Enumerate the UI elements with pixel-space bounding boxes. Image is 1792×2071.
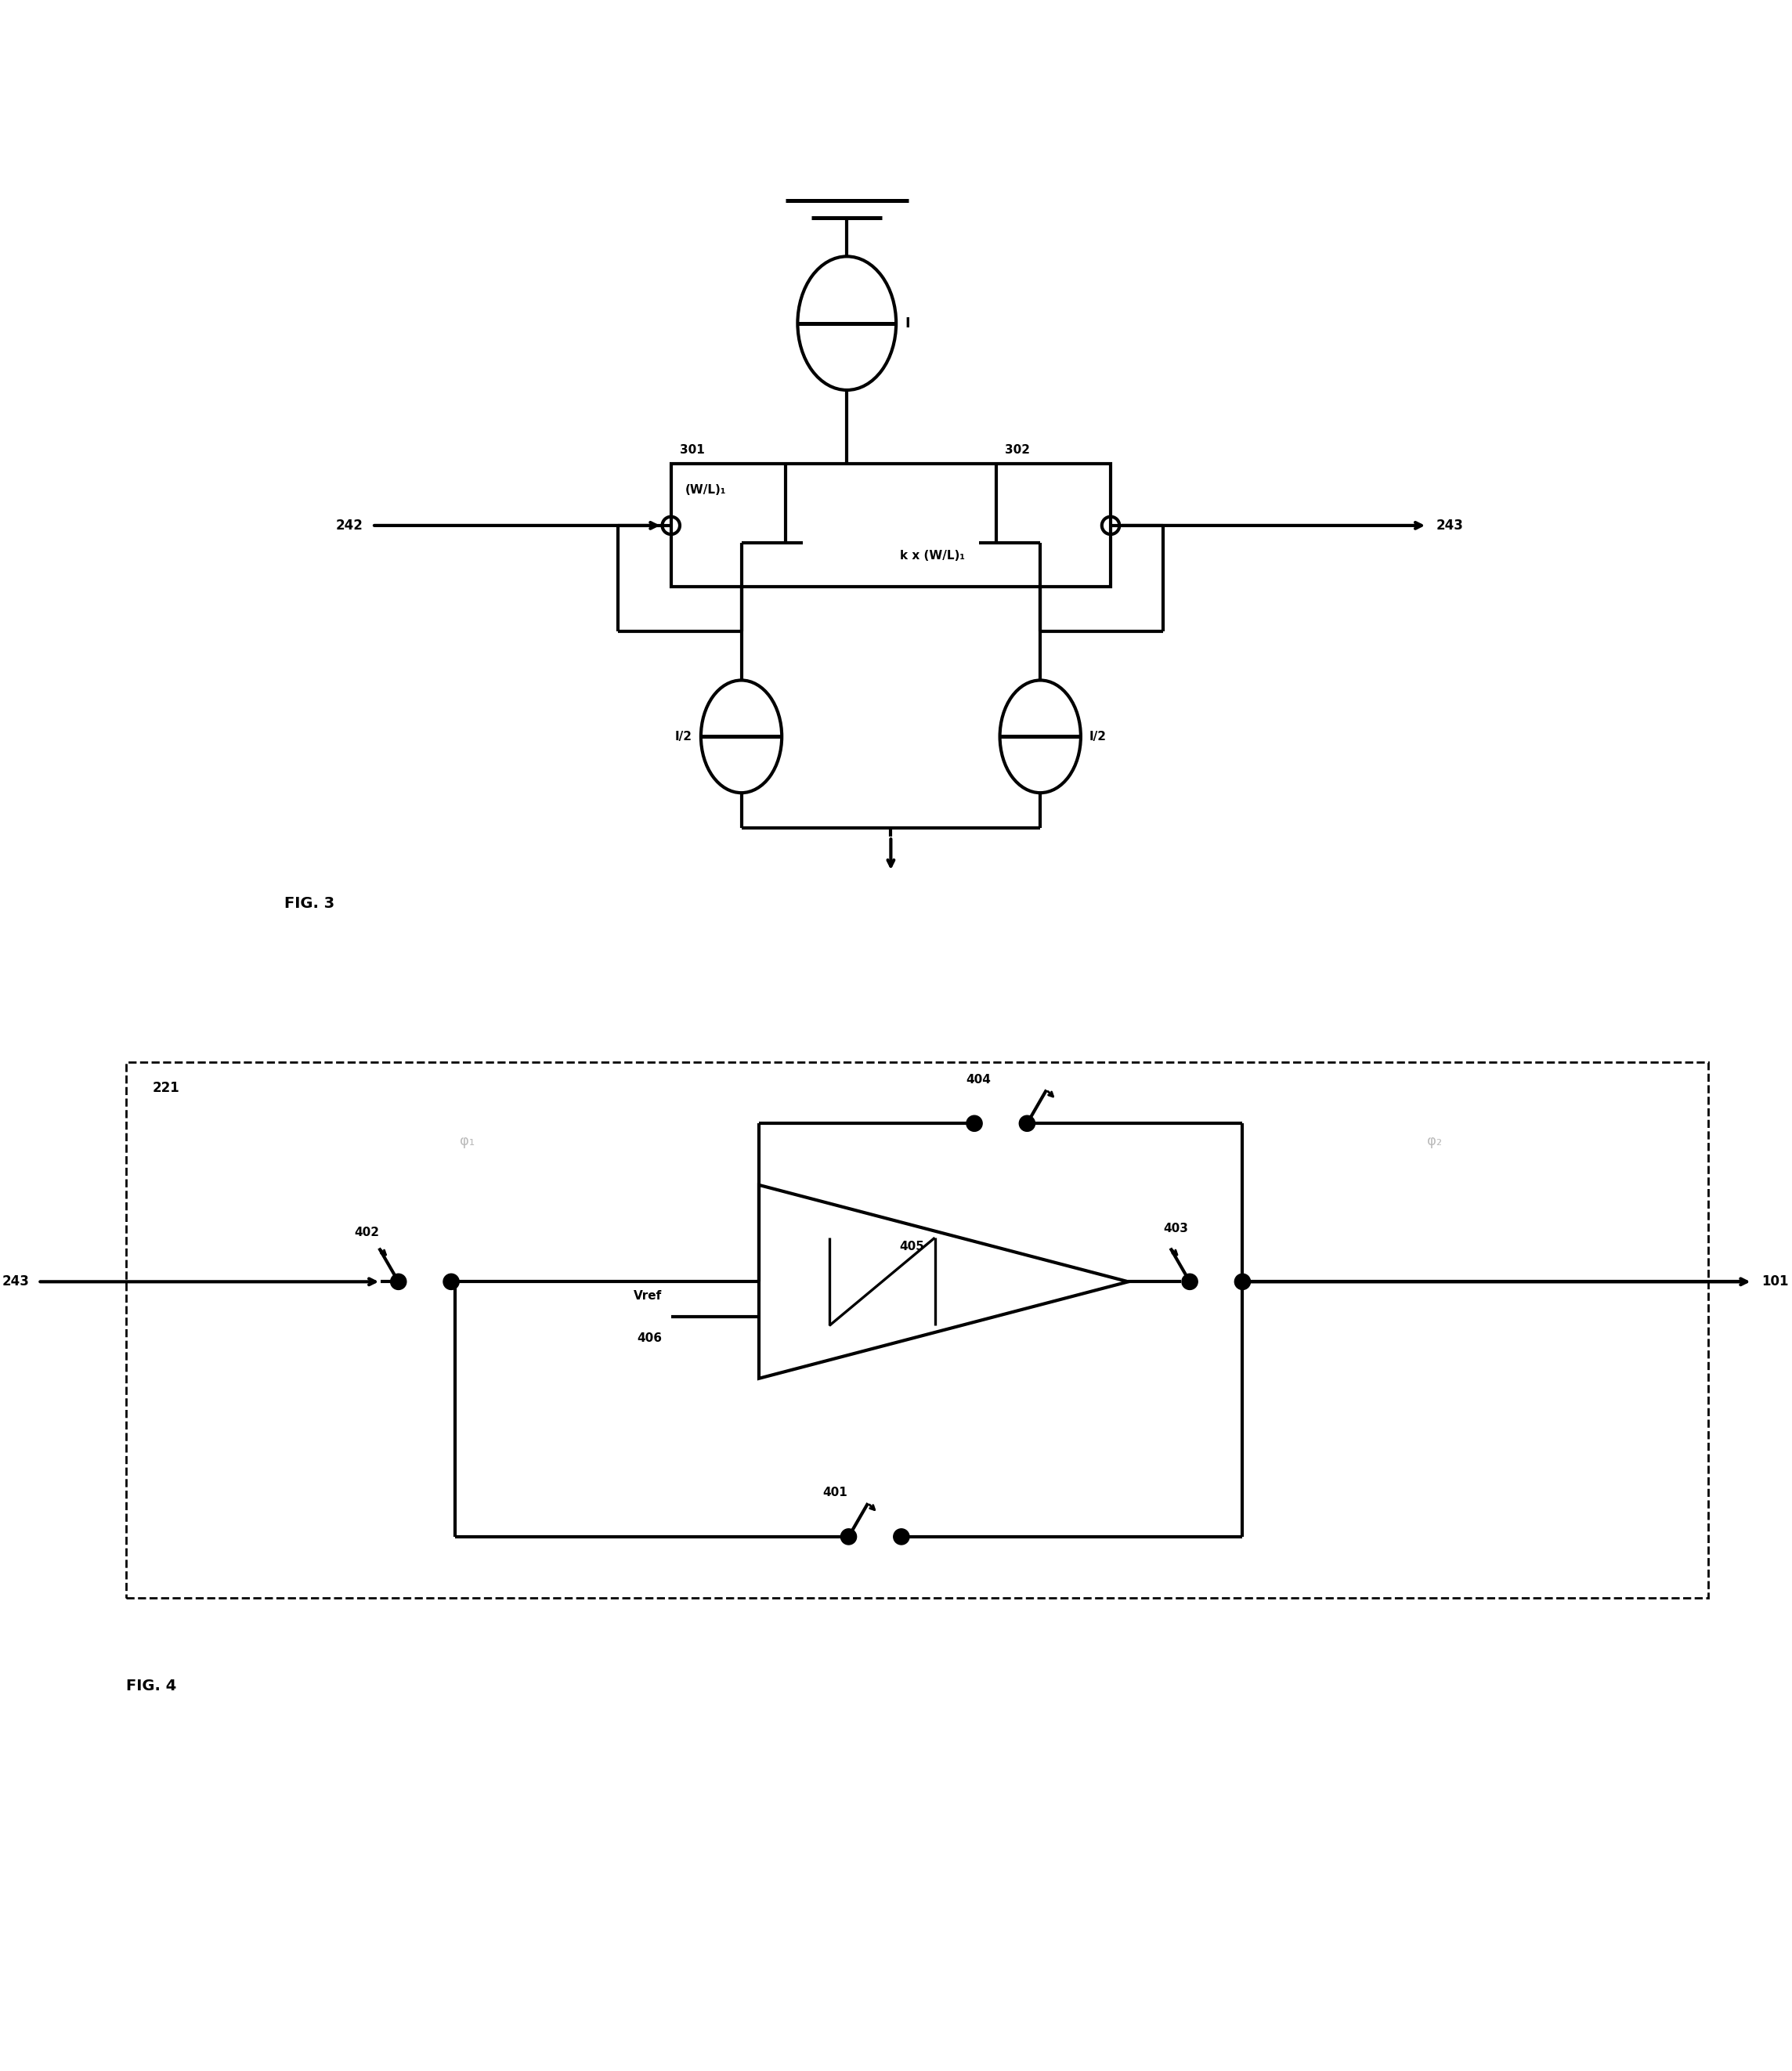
Text: I/2: I/2 — [1090, 731, 1107, 741]
Bar — [670, 464, 1111, 586]
Circle shape — [1235, 1274, 1251, 1290]
Text: 101: 101 — [1762, 1274, 1788, 1288]
Circle shape — [391, 1274, 407, 1290]
Circle shape — [894, 1528, 909, 1545]
Text: 405: 405 — [900, 1241, 925, 1253]
Text: 243: 243 — [2, 1274, 29, 1288]
Text: 401: 401 — [823, 1487, 848, 1499]
Text: 242: 242 — [335, 518, 364, 532]
Text: 221: 221 — [152, 1081, 179, 1096]
Text: φ₂: φ₂ — [1426, 1135, 1443, 1147]
Text: (W/L)₁: (W/L)₁ — [685, 485, 726, 497]
Text: k x (W/L)₁: k x (W/L)₁ — [900, 549, 964, 561]
Text: I/2: I/2 — [676, 731, 692, 741]
Circle shape — [1183, 1274, 1197, 1290]
Text: 403: 403 — [1163, 1224, 1188, 1234]
Text: 301: 301 — [679, 443, 704, 456]
Text: φ₁: φ₁ — [461, 1135, 475, 1147]
Text: 402: 402 — [355, 1226, 380, 1238]
Circle shape — [840, 1528, 857, 1545]
Text: FIG. 3: FIG. 3 — [285, 897, 335, 911]
Text: 406: 406 — [638, 1332, 663, 1344]
Text: FIG. 4: FIG. 4 — [125, 1680, 176, 1694]
Circle shape — [1020, 1116, 1036, 1131]
Text: Vref: Vref — [634, 1290, 663, 1303]
Text: I: I — [905, 317, 910, 329]
Text: 404: 404 — [966, 1073, 991, 1085]
Bar — [125, 1062, 1708, 1599]
Circle shape — [443, 1274, 459, 1290]
Text: 302: 302 — [1005, 443, 1030, 456]
Circle shape — [966, 1116, 982, 1131]
Text: 243: 243 — [1435, 518, 1464, 532]
